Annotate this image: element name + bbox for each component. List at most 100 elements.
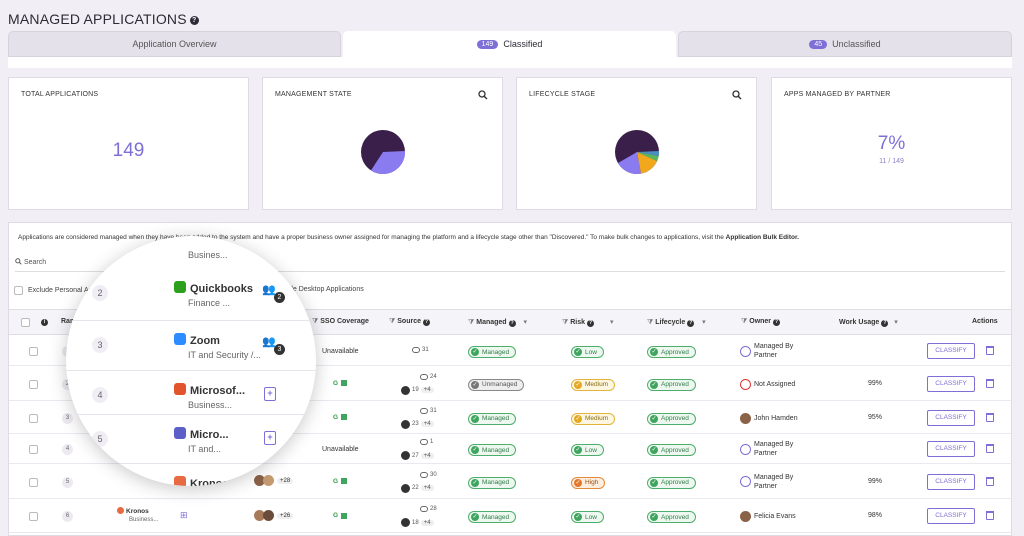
checkbox[interactable] <box>14 286 23 295</box>
table-row[interactable] <box>9 366 1011 401</box>
classify-button[interactable]: CLASSIFY <box>927 508 975 524</box>
table-row[interactable] <box>9 401 1011 434</box>
owner-cell[interactable]: Managed By Partner <box>740 473 793 491</box>
rank-number: 2 <box>92 285 108 301</box>
magnified-row[interactable] <box>66 269 316 321</box>
sso-status: Unavailable <box>322 446 359 453</box>
app-logo-icon <box>174 333 186 345</box>
bulk-editor-link[interactable]: Application Bulk Editor. <box>725 234 799 241</box>
app-name[interactable]: Quickbooks <box>174 281 253 295</box>
users-icon[interactable]: 👥 <box>262 284 276 296</box>
search-icon[interactable] <box>478 90 488 100</box>
sso-status: G <box>333 512 348 519</box>
rank-cell: 6 <box>62 511 73 522</box>
tab-unclassified[interactable]: 45 Unclassified <box>678 31 1012 57</box>
add-contract-icon[interactable]: + <box>264 387 276 401</box>
owner-cell[interactable]: John Hamden <box>740 412 798 424</box>
row-checkbox[interactable] <box>29 445 38 456</box>
rank-number: 5 <box>62 476 73 488</box>
app-name[interactable]: Micro... <box>174 427 229 441</box>
pie-slice-light <box>371 151 405 174</box>
column-risk[interactable]: ⧩ Risk? ▾ <box>562 319 614 327</box>
trash-icon[interactable] <box>986 511 994 520</box>
classify-button[interactable]: CLASSIFY <box>927 409 975 426</box>
add-contract-icon[interactable]: + <box>264 431 276 445</box>
owner-avatar <box>740 511 751 522</box>
tab-label: Unclassified <box>832 39 881 49</box>
owner-cell[interactable]: Managed By Partner <box>740 342 793 360</box>
sso-status: G <box>333 413 348 421</box>
tab-label: Application Overview <box>132 39 217 49</box>
tab-label: Classified <box>503 39 543 49</box>
column-source[interactable]: ⧩ Source? <box>389 318 430 326</box>
magnified-row[interactable] <box>66 415 316 464</box>
trash-icon[interactable] <box>986 346 994 355</box>
column-owner[interactable]: ⧩ Owner? <box>741 318 781 326</box>
app-name[interactable]: Kronos <box>174 476 229 486</box>
trash-icon[interactable] <box>986 444 994 453</box>
source-browser: 19 +4 <box>401 385 434 397</box>
lifecycle-badge: ✓ Approved <box>647 444 696 456</box>
lifecycle-badge: ✓ Approved <box>647 412 696 425</box>
user-count-badge: 3 <box>274 344 285 355</box>
rank-number: 3 <box>62 412 73 424</box>
app-name[interactable]: Zoom <box>174 333 220 347</box>
table-row[interactable] <box>9 434 1011 464</box>
select-all-checkbox[interactable] <box>21 318 30 329</box>
users-icon[interactable]: 👥 <box>262 336 276 348</box>
sso-status: G <box>333 380 348 387</box>
tab-application-overview[interactable]: Application Overview <box>8 31 341 57</box>
column-rank[interactable]: Rank <box>61 318 79 325</box>
management-state-pie <box>361 130 405 174</box>
help-icon[interactable]: ? <box>189 16 199 25</box>
owner-cell[interactable]: Not Assigned <box>740 378 795 390</box>
partner-ratio: 11 / 149 <box>879 158 904 165</box>
row-checkbox[interactable] <box>29 512 38 523</box>
search-input[interactable]: Search <box>15 258 1005 272</box>
partner-percentage: 7% <box>877 133 906 154</box>
row-checkbox[interactable] <box>29 413 38 425</box>
row-checkbox[interactable] <box>29 379 38 391</box>
column-work-usage[interactable]: Work Usage? ▾ <box>839 319 898 327</box>
column-lifecycle[interactable]: ⧩ Lifecycle? ▾ <box>647 319 706 327</box>
classify-button[interactable]: CLASSIFY <box>927 473 975 490</box>
column-sso-coverage[interactable]: ⧩ SSO Coverage <box>312 318 369 325</box>
google-sso-icon: G <box>333 413 339 421</box>
sso-status: G <box>333 478 348 485</box>
table-row[interactable] <box>9 336 1011 366</box>
lifecycle-badge: ✓ Approved <box>647 511 696 523</box>
classify-button[interactable]: CLASSIFY <box>927 441 975 457</box>
owner-cell[interactable]: Managed By Partner <box>740 440 793 458</box>
trash-icon[interactable] <box>986 476 994 486</box>
app-name[interactable]: Microsof... <box>174 383 245 397</box>
table-row[interactable] <box>9 464 1011 499</box>
risk-badge: ✓ Low <box>571 444 604 456</box>
magnified-row[interactable] <box>66 321 316 371</box>
owner-cell[interactable]: Felicia Evans <box>740 511 796 522</box>
magnifier-overlay: Busines... 2 Quickbooks Finance ... 👥 2 3 Zoom… <box>66 236 316 486</box>
row-checkbox[interactable] <box>29 477 38 489</box>
search-icon[interactable] <box>732 90 742 100</box>
exclude-desktop-toggle[interactable]: de Desktop Applications <box>289 286 364 293</box>
kronos-app-name[interactable]: Kronos <box>117 507 149 515</box>
magnified-row[interactable] <box>66 371 316 415</box>
trash-icon[interactable] <box>986 412 994 422</box>
search-icon <box>15 258 22 265</box>
classify-button[interactable]: CLASSIFY <box>927 343 975 359</box>
trash-icon[interactable] <box>986 378 994 388</box>
classify-button[interactable]: CLASSIFY <box>927 375 975 392</box>
lifecycle-badge: ✓ Approved <box>647 378 696 391</box>
exclude-personal-toggle[interactable]: Exclude Personal Appl <box>14 286 98 295</box>
tab-classified[interactable]: 149 Classified <box>343 31 676 57</box>
rank-cell: 4 <box>62 444 73 455</box>
rank-number: 6 <box>62 511 73 522</box>
row-checkbox[interactable] <box>29 347 38 358</box>
add-contract-icon[interactable]: ⊞ <box>180 510 188 520</box>
table-row[interactable] <box>9 499 1011 533</box>
pie-slice-yellow <box>637 152 657 174</box>
managed-badge: ✓ Managed <box>468 346 517 358</box>
kronos-category: Business... <box>129 517 159 523</box>
column-managed[interactable]: ⧩ Managed? ▾ <box>468 319 528 327</box>
managed-badge: ✓ Managed <box>468 476 517 489</box>
